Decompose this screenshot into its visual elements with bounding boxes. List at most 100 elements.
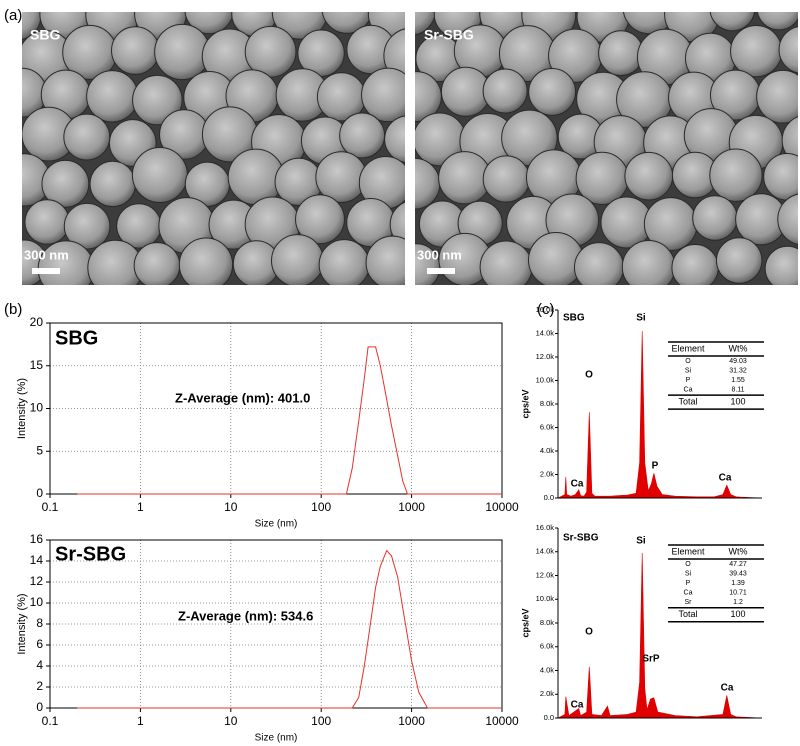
particle bbox=[715, 237, 763, 284]
y-axis-label: Intensity (%) bbox=[16, 378, 28, 439]
y-tick-label: 0.0 bbox=[544, 713, 554, 722]
annotation: Z-Average (nm): 401.0 bbox=[175, 390, 310, 405]
y-tick-label: 4 bbox=[36, 658, 43, 672]
table-cell: Ca bbox=[684, 589, 693, 596]
y-tick-label: 10.0k bbox=[536, 375, 555, 384]
y-tick-label: 12.0k bbox=[536, 352, 555, 361]
table-total: Total bbox=[678, 609, 697, 619]
particle bbox=[671, 243, 719, 285]
y-tick-label: 2.0k bbox=[540, 689, 554, 698]
scale-label: 300 nm bbox=[417, 247, 462, 262]
particle bbox=[730, 24, 783, 78]
peak-label: SrP bbox=[642, 654, 660, 665]
y-tick-label: 6 bbox=[36, 637, 43, 651]
data-line bbox=[77, 346, 502, 495]
table-total: 100 bbox=[730, 397, 745, 407]
annotation: Z-Average (nm): 534.6 bbox=[178, 608, 313, 623]
y-tick-label: 15 bbox=[30, 358, 44, 372]
x-tick-label: 1000 bbox=[398, 714, 425, 728]
y-tick-label: 6.0k bbox=[540, 422, 554, 431]
particle bbox=[270, 234, 324, 285]
y-tick-label: 2 bbox=[36, 679, 43, 693]
y-tick-label: 8 bbox=[36, 616, 43, 630]
x-tick-label: 0.1 bbox=[42, 500, 59, 514]
peak-label: Si bbox=[636, 536, 646, 547]
y-tick-label: 0.0 bbox=[544, 493, 554, 502]
y-tick-label: 10.0k bbox=[536, 594, 555, 603]
x-tick-label: 10 bbox=[224, 500, 238, 514]
y-tick-label: 0 bbox=[36, 700, 43, 714]
table-cell: 49.03 bbox=[729, 358, 747, 365]
scale-bar bbox=[427, 268, 455, 274]
particle bbox=[365, 235, 405, 285]
y-tick-label: 16 bbox=[30, 532, 44, 546]
particle bbox=[41, 159, 90, 208]
table-cell: 10.71 bbox=[729, 589, 747, 596]
particle bbox=[415, 71, 442, 122]
y-tick-label: 8.0k bbox=[540, 618, 554, 627]
x-axis-label: Size (nm) bbox=[255, 733, 298, 744]
table-cell: 1.39 bbox=[731, 580, 745, 587]
table-cell: 31.32 bbox=[729, 367, 747, 374]
chart-title: Sr-SBG bbox=[563, 533, 599, 544]
y-tick-label: 4.0k bbox=[540, 446, 554, 455]
sem-label: SBG bbox=[30, 27, 60, 43]
y-tick-label: 14 bbox=[30, 553, 44, 567]
particle bbox=[384, 115, 405, 163]
particle bbox=[573, 242, 625, 285]
particle bbox=[178, 237, 234, 285]
table-cell: O bbox=[685, 561, 691, 568]
y-tick-label: 10 bbox=[30, 595, 44, 609]
peak-label: Ca bbox=[721, 683, 734, 694]
particle bbox=[756, 12, 798, 31]
particle bbox=[361, 67, 405, 123]
y-tick-label: 12.0k bbox=[536, 570, 555, 579]
panel-label: (a) bbox=[4, 7, 22, 24]
table-cell: 1.55 bbox=[731, 377, 745, 384]
particle bbox=[63, 113, 111, 161]
peak-label: Ca bbox=[571, 700, 584, 711]
table-cell: Sr bbox=[685, 599, 693, 606]
scale-bar bbox=[32, 268, 60, 274]
axis-line bbox=[557, 310, 762, 499]
particle bbox=[133, 242, 181, 285]
x-tick-label: 100 bbox=[311, 714, 331, 728]
x-tick-label: 10 bbox=[224, 714, 238, 728]
x-tick-label: 1 bbox=[137, 714, 144, 728]
peak-label: Ca bbox=[719, 473, 732, 484]
table-header: Wt% bbox=[729, 343, 748, 353]
particle bbox=[781, 116, 798, 165]
particle bbox=[778, 26, 798, 74]
table-header: Element bbox=[671, 343, 705, 353]
particle bbox=[24, 199, 70, 245]
y-tick-label: 14.0k bbox=[536, 547, 555, 556]
particle bbox=[692, 195, 738, 241]
table-cell: 47.27 bbox=[729, 561, 747, 568]
sem-label: Sr-SBG bbox=[424, 27, 474, 43]
table-cell: P bbox=[686, 580, 691, 587]
y-tick-label: 6.0k bbox=[540, 642, 554, 651]
particle bbox=[756, 69, 798, 124]
y-axis-label: cps/eV bbox=[520, 389, 530, 418]
y-tick-label: 4.0k bbox=[540, 665, 554, 674]
particle bbox=[777, 193, 798, 245]
table-cell: P bbox=[686, 377, 691, 384]
particle bbox=[479, 240, 533, 285]
table-cell: Si bbox=[685, 367, 692, 374]
panel-label: (c) bbox=[537, 301, 555, 318]
particles bbox=[22, 12, 405, 285]
table-header: Element bbox=[671, 546, 705, 556]
particle bbox=[482, 68, 528, 114]
y-tick-label: 10 bbox=[30, 401, 44, 415]
particle bbox=[389, 201, 405, 248]
y-tick-label: 16.0k bbox=[536, 305, 555, 314]
y-tick-label: 8.0k bbox=[540, 399, 554, 408]
particle bbox=[482, 155, 530, 203]
particle bbox=[764, 245, 798, 285]
peak-label: Si bbox=[636, 313, 646, 324]
x-tick-label: 10000 bbox=[485, 714, 519, 728]
x-tick-label: 0.1 bbox=[42, 714, 59, 728]
y-tick-label: 2.0k bbox=[540, 469, 554, 478]
chart-title: SBG bbox=[563, 313, 585, 324]
